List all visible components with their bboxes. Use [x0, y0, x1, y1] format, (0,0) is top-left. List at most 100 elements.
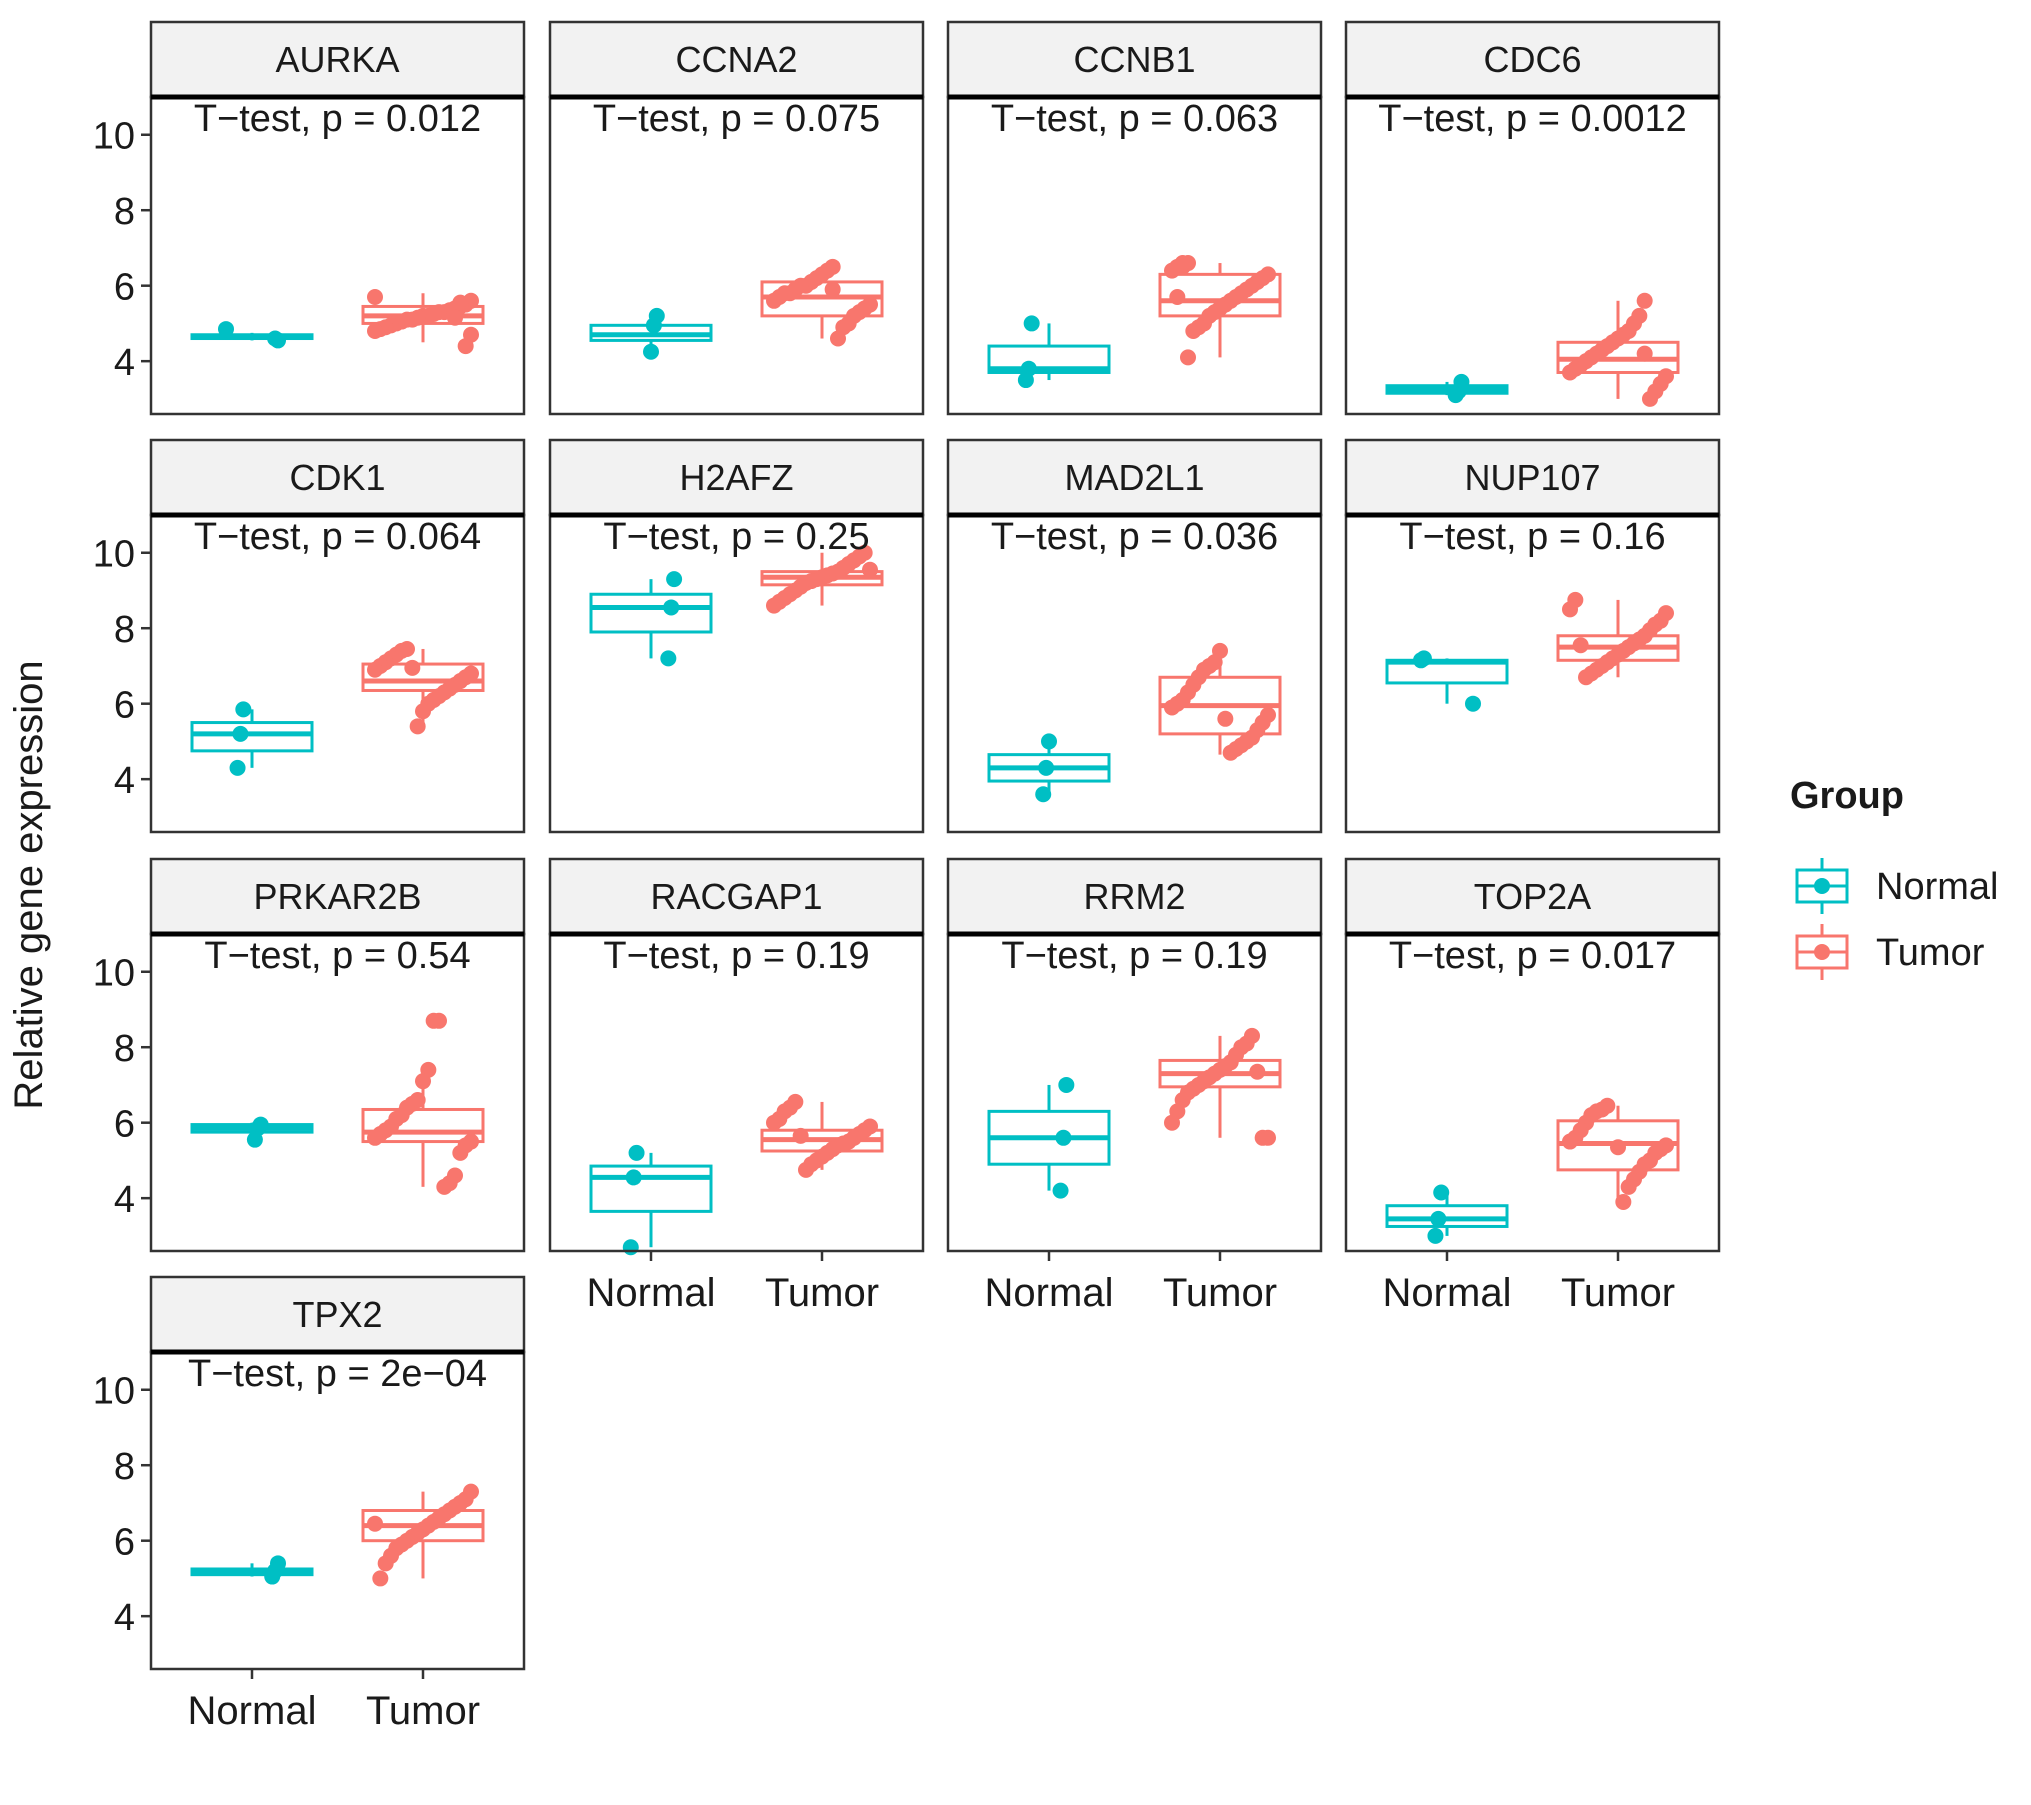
- normal-point: [229, 759, 246, 776]
- y-tick-label: 8: [114, 1446, 135, 1488]
- normal-point: [1055, 1129, 1072, 1146]
- test-annotation: T−test, p = 2e−04: [188, 1353, 487, 1395]
- normal-point: [628, 1144, 645, 1161]
- tumor-point: [367, 322, 383, 339]
- tumor-point: [404, 659, 421, 676]
- test-annotation: T−test, p = 0.25: [603, 516, 869, 558]
- y-tick-label: 6: [114, 267, 135, 309]
- tumor-box: [361, 662, 485, 692]
- tumor-point: [367, 1515, 383, 1532]
- panel-rrm2: RRM2 T−test, p = 0.19 Normal Tumor: [946, 857, 1323, 1315]
- plot-background: [1346, 515, 1719, 832]
- strip-label: RACGAP1: [650, 876, 822, 917]
- normal-box: [589, 592, 713, 634]
- test-annotation: T−test, p = 0.017: [1389, 935, 1676, 977]
- legend-key-point: [1814, 944, 1830, 960]
- normal-point: [622, 1239, 639, 1256]
- normal-box: [1385, 1204, 1509, 1228]
- panel-tpx2: TPX2 T−test, p = 2e−04 4 6 8 10 Normal Tumor: [93, 1275, 526, 1733]
- tumor-point: [409, 718, 426, 735]
- tumor-point: [457, 338, 474, 355]
- tumor-point: [1562, 1133, 1578, 1150]
- plot-background: [1346, 934, 1719, 1251]
- normal-box: [987, 344, 1111, 374]
- y-tick-label: 6: [114, 1522, 135, 1564]
- strip-background: [1344, 438, 1721, 517]
- plot-background: [948, 934, 1321, 1251]
- normal-point: [666, 571, 683, 588]
- normal-point: [1447, 387, 1464, 404]
- normal-box: [589, 1164, 713, 1213]
- normal-point: [643, 343, 659, 360]
- tumor-point: [830, 330, 846, 347]
- plot-background: [151, 934, 524, 1251]
- y-tick-label: 4: [114, 760, 135, 802]
- tumor-point: [372, 1570, 389, 1587]
- normal-point: [1023, 315, 1040, 332]
- strip-label: CDC6: [1483, 39, 1581, 80]
- strip-background: [548, 857, 925, 936]
- panel-ccnb1: CCNB1 T−test, p = 0.063: [946, 20, 1323, 416]
- panel-h2afz: H2AFZ T−test, p = 0.25: [548, 438, 925, 834]
- x-tick-label: Tumor: [1561, 1271, 1675, 1315]
- tumor-point: [367, 289, 383, 306]
- test-annotation: T−test, p = 0.19: [1001, 935, 1267, 977]
- tumor-point: [1164, 699, 1180, 716]
- test-annotation: T−test, p = 0.54: [204, 935, 470, 977]
- tumor-point: [1578, 669, 1594, 686]
- normal-point: [1413, 652, 1429, 669]
- normal-point: [645, 317, 662, 334]
- panel-racgap1: RACGAP1 T−test, p = 0.19 Normal Tumor: [548, 857, 925, 1315]
- y-tick-label: 8: [114, 609, 135, 651]
- tumor-box: [361, 1107, 485, 1144]
- panel-ccna2: CCNA2 T−test, p = 0.075: [548, 20, 925, 416]
- test-annotation: T−test, p = 0.036: [991, 516, 1278, 558]
- tumor-point: [452, 294, 469, 311]
- normal-point: [1041, 733, 1057, 750]
- tumor-point: [1185, 322, 1202, 339]
- legend-label: Tumor: [1876, 932, 1985, 974]
- strip-label: TOP2A: [1474, 876, 1591, 917]
- strip-background: [946, 857, 1323, 936]
- tumor-point: [1615, 1193, 1632, 1210]
- y-axis-label: Relative gene expression: [7, 660, 51, 1109]
- x-tick-label: Tumor: [765, 1271, 879, 1315]
- tumor-point: [1636, 345, 1653, 362]
- tumor-point: [766, 1114, 782, 1131]
- tumor-point: [766, 292, 782, 309]
- test-annotation: T−test, p = 0.063: [991, 98, 1278, 140]
- plot-background: [151, 97, 524, 414]
- tumor-point: [1562, 364, 1578, 381]
- x-tick-label: Normal: [587, 1271, 716, 1315]
- normal-point: [1052, 1182, 1069, 1199]
- strip-label: PRKAR2B: [253, 876, 421, 917]
- y-tick-label: 4: [114, 1179, 135, 1221]
- strip-label: NUP107: [1464, 457, 1600, 498]
- strip-label: CCNA2: [675, 39, 797, 80]
- x-tick-label: Normal: [188, 1689, 317, 1733]
- legend-entry-normal: Normal: [1795, 858, 1998, 914]
- panel-top2a: TOP2A T−test, p = 0.017 Normal Tumor: [1344, 857, 1721, 1315]
- y-tick-label: 10: [93, 116, 135, 158]
- plot-background: [948, 97, 1321, 414]
- legend-entry-tumor: Tumor: [1795, 924, 1985, 980]
- y-tick-label: 10: [93, 534, 135, 576]
- normal-point: [1430, 1210, 1447, 1227]
- tumor-point: [1636, 292, 1653, 309]
- plot-background: [550, 934, 923, 1251]
- tumor-point: [1642, 390, 1658, 407]
- y-tick-label: 4: [114, 342, 135, 384]
- strip-label: TPX2: [292, 1294, 382, 1335]
- strip-background: [548, 20, 925, 99]
- tumor-point: [792, 1127, 809, 1144]
- tumor-point: [447, 309, 463, 326]
- test-annotation: T−test, p = 0.16: [1399, 516, 1665, 558]
- normal-point: [235, 701, 252, 718]
- tumor-point: [1222, 744, 1239, 761]
- strip-background: [1344, 20, 1721, 99]
- panel-aurka: AURKA T−test, p = 0.012 4 6 8 10: [93, 20, 526, 416]
- normal-point: [1017, 372, 1034, 389]
- facet-panels: AURKA T−test, p = 0.012 4 6 8 10 CCNA2 T−test, …: [93, 20, 1721, 1733]
- normal-point: [264, 1568, 281, 1585]
